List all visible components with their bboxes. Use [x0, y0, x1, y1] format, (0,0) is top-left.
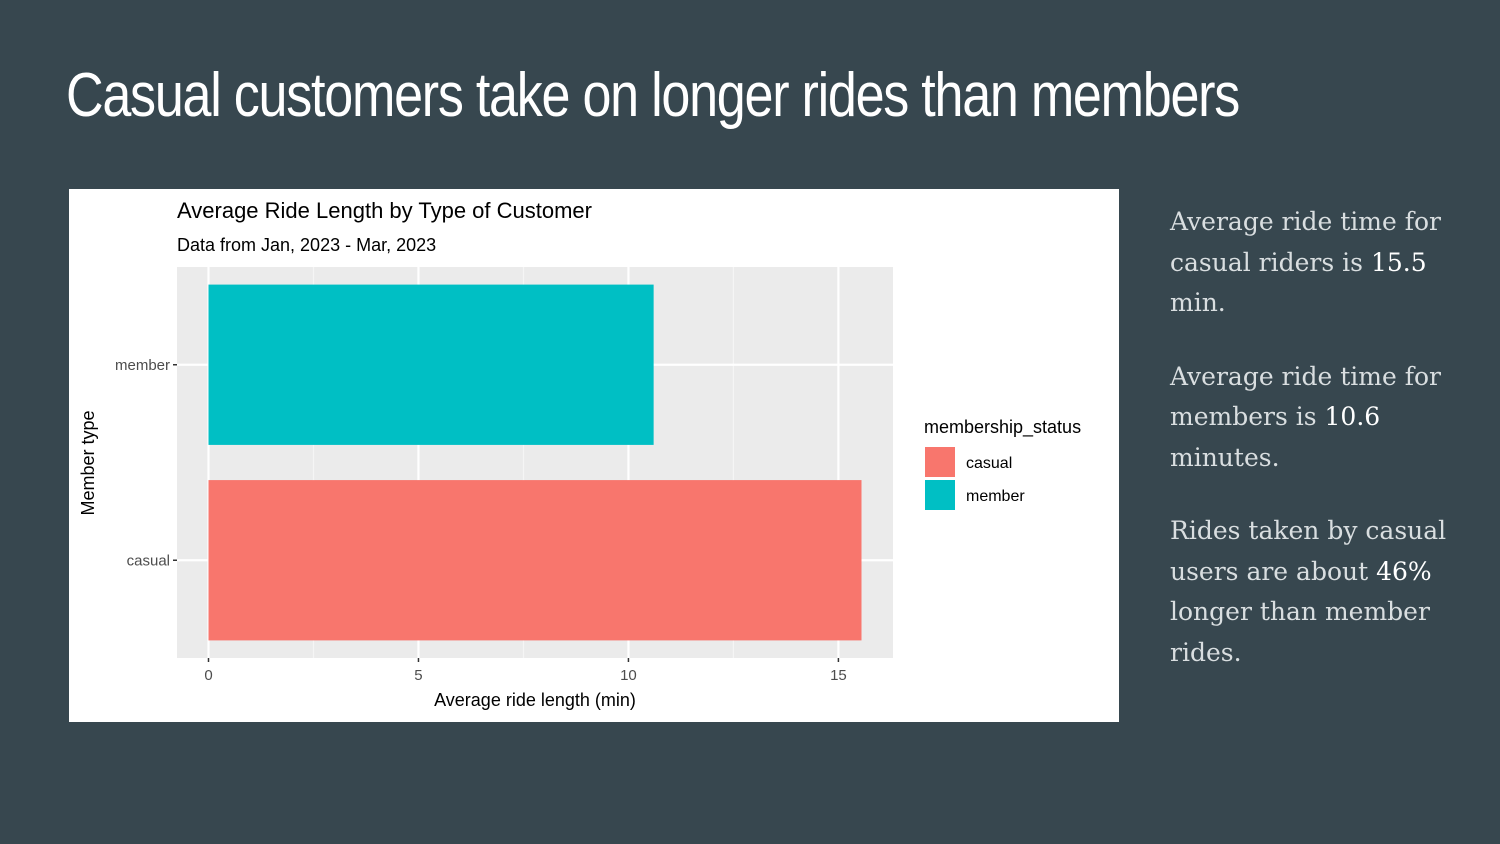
y-tick-label: member	[115, 357, 170, 374]
y-tick-label: casual	[127, 552, 170, 569]
finding-casual-ride-time: Average ride time for casual riders is 1…	[1170, 202, 1470, 324]
slide-title: Casual customers take on longer rides th…	[66, 61, 1240, 130]
y-axis: casual member	[115, 357, 177, 569]
finding-ride-length-difference: Rides taken by casual users are about 46…	[1170, 511, 1470, 673]
finding-text: Average ride time for casual riders is	[1170, 207, 1441, 277]
x-tick-label: 0	[204, 667, 212, 684]
x-tick-label: 10	[620, 667, 637, 684]
chart-card: Average Ride Length by Type of Customer …	[69, 189, 1119, 722]
finding-member-ride-time: Average ride time for members is 10.6 mi…	[1170, 357, 1470, 479]
finding-text: Rides taken by casual users are about	[1170, 516, 1447, 586]
legend-key-casual	[925, 447, 955, 477]
finding-text: minutes.	[1170, 442, 1280, 472]
finding-value: 15.5	[1370, 247, 1427, 277]
x-axis: 0 5 10 15	[204, 658, 847, 684]
bar-member	[208, 284, 654, 445]
y-axis-label: Member type	[78, 410, 98, 515]
chart-subtitle: Data from Jan, 2023 - Mar, 2023	[177, 235, 436, 255]
bars	[208, 284, 862, 641]
bar-casual	[208, 480, 862, 641]
legend: membership_status casual member	[924, 417, 1081, 510]
legend-label-casual: casual	[966, 455, 1012, 472]
finding-value: 46%	[1376, 556, 1432, 586]
x-tick-label: 15	[830, 667, 847, 684]
x-tick-label: 5	[414, 667, 422, 684]
legend-title: membership_status	[924, 417, 1081, 438]
chart-title: Average Ride Length by Type of Customer	[177, 198, 592, 223]
x-axis-label: Average ride length (min)	[434, 690, 636, 710]
finding-text: Average ride time for members is	[1170, 361, 1441, 432]
legend-label-member: member	[966, 488, 1025, 505]
finding-text: longer than member rides.	[1170, 597, 1430, 667]
legend-key-member	[925, 480, 955, 510]
finding-text: min.	[1170, 288, 1226, 317]
bar-chart: Average Ride Length by Type of Customer …	[78, 198, 1081, 710]
finding-value: 10.6	[1324, 402, 1381, 431]
key-findings: Average ride time for casual riders is 1…	[1170, 202, 1470, 706]
